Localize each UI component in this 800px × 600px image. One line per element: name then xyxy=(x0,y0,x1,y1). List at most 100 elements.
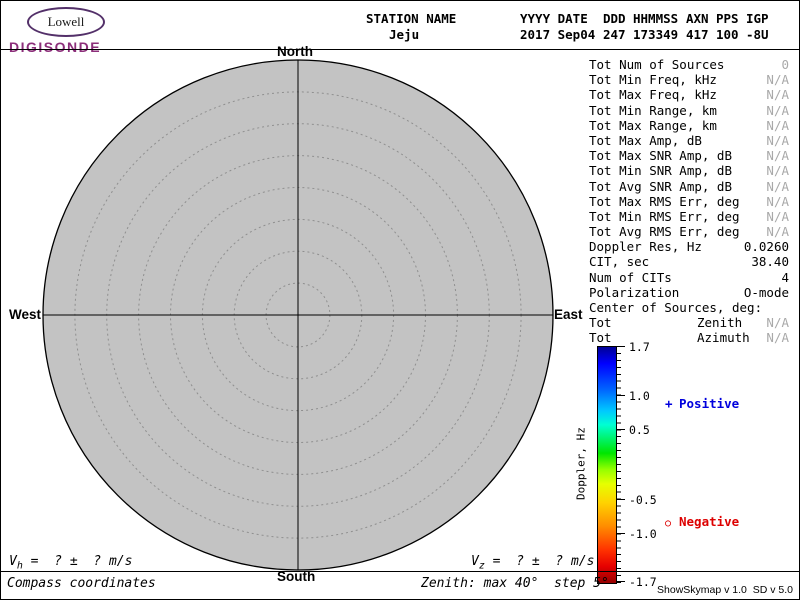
vz-value: = ? ± ? m/s xyxy=(484,554,595,569)
stats-panel: Tot Num of Sources 0 Tot Min Freq, kHz N/A… xyxy=(589,57,789,346)
stat-label: Tot Min RMS Err, deg xyxy=(589,208,740,224)
colorbar-tick-label: 0.5 xyxy=(629,423,650,437)
header-col-axn: AXN xyxy=(686,11,709,26)
stat-value: 0 xyxy=(781,57,789,72)
stat-label: Tot Avg RMS Err, deg xyxy=(589,224,740,240)
vh-symbol: V xyxy=(9,554,17,569)
header-col-station: STATION NAME xyxy=(366,11,457,26)
stat-max-range: Tot Max Range, km N/A xyxy=(589,118,789,133)
stat-label: Num of CITs xyxy=(589,269,672,285)
stat-label: Polarization xyxy=(589,284,680,300)
header-value-igp: -8U xyxy=(746,27,769,42)
stat-value: N/A xyxy=(766,102,789,118)
colorbar-tick-label: 1.0 xyxy=(629,389,650,403)
header-value-station: Jeju xyxy=(389,27,420,42)
vh-readout: Vh = ? ± ? m/s xyxy=(9,554,132,572)
stat-value: N/A xyxy=(766,87,789,103)
header-col-date: YYYY DATE xyxy=(520,11,588,26)
compass-west-label: West xyxy=(9,307,42,322)
vh-subscript: h xyxy=(16,560,23,572)
stat-value: N/A xyxy=(766,208,789,224)
header-col-ddd: DDD xyxy=(603,11,626,26)
stat-value: O-mode xyxy=(743,284,789,300)
skymap-plot xyxy=(41,58,555,572)
colorbar-tick xyxy=(617,429,625,430)
stat-num-cits: Num of CITs 4 xyxy=(589,270,789,285)
stat-value: N/A xyxy=(766,178,789,194)
colorbar-gradient xyxy=(597,346,617,584)
stat-total-sources: Tot Num of Sources 0 xyxy=(589,57,789,72)
legend-positive: + Positive xyxy=(665,396,739,411)
colorbar-minor-ticks xyxy=(617,346,621,583)
header-value-pps: 100 xyxy=(716,27,739,42)
stat-label: Doppler Res, Hz xyxy=(589,239,702,255)
compass-east-label: East xyxy=(554,307,583,322)
stat-avg-rms: Tot Avg RMS Err, deg N/A xyxy=(589,224,789,239)
stat-center-zenith: Tot Zenith N/A xyxy=(589,315,789,330)
legend-negative: ○ Negative xyxy=(665,514,739,529)
stat-max-rms: Tot Max RMS Err, deg N/A xyxy=(589,194,789,209)
stat-center-azimuth: Tot Azimuth N/A xyxy=(589,330,789,345)
stat-value: 38.40 xyxy=(751,254,789,270)
stat-value: N/A xyxy=(766,315,789,331)
stat-polarization: Polarization O-mode xyxy=(589,285,789,300)
colorbar-tick xyxy=(617,533,625,534)
stat-value: 0.0260 xyxy=(743,239,789,255)
stat-min-rms: Tot Min RMS Err, deg N/A xyxy=(589,209,789,224)
stat-label: CIT, sec xyxy=(589,254,650,270)
vz-symbol: V xyxy=(471,554,479,569)
stat-value: N/A xyxy=(766,117,789,133)
logo-digisonde-text: DIGISONDE xyxy=(9,39,102,55)
compass-north-label: North xyxy=(277,44,313,59)
vz-readout: Vz = ? ± ? m/s xyxy=(471,554,594,572)
stat-min-range: Tot Min Range, km N/A xyxy=(589,103,789,118)
stat-value: N/A xyxy=(766,148,789,164)
stat-avg-snr: Tot Avg SNR Amp, dB N/A xyxy=(589,179,789,194)
stat-cit: CIT, sec 38.40 xyxy=(589,254,789,269)
colorbar-tick xyxy=(617,346,625,347)
stat-max-freq: Tot Max Freq, kHz N/A xyxy=(589,87,789,102)
stat-value: N/A xyxy=(766,193,789,209)
stat-label: Tot xyxy=(589,330,612,346)
compass-south-label: South xyxy=(277,569,316,584)
colorbar-axis-title: Doppler, Hz xyxy=(574,427,588,501)
stat-value: N/A xyxy=(766,132,789,148)
stat-label: Tot Avg SNR Amp, dB xyxy=(589,178,732,194)
skymap-svg xyxy=(42,59,554,571)
stat-label: Tot Max SNR Amp, dB xyxy=(589,148,732,164)
stat-value: 4 xyxy=(781,269,789,285)
stat-value: N/A xyxy=(766,72,789,88)
stat-label: Tot Min Freq, kHz xyxy=(589,72,717,88)
stat-label: Center of Sources, deg: xyxy=(589,300,763,315)
stat-label: Tot Max RMS Err, deg xyxy=(589,193,740,209)
colorbar-tick-label: -1.7 xyxy=(629,575,657,589)
header-col-pps: PPS xyxy=(716,11,739,26)
app-version-label: ShowSkymap v 1.0 SD v 5.0 xyxy=(657,584,793,596)
stat-label: Tot Min SNR Amp, dB xyxy=(589,163,732,179)
colorbar-tick-label: 1.7 xyxy=(629,340,650,354)
zenith-scale-label: Zenith: max 40° step 5° xyxy=(421,576,609,591)
lowell-logo-oval: Lowell xyxy=(27,7,105,37)
stat-center-header: Center of Sources, deg: xyxy=(589,300,789,315)
stat-sublabel: Zenith xyxy=(697,315,743,331)
stat-max-amp: Tot Max Amp, dB N/A xyxy=(589,133,789,148)
stat-label: Tot Max Amp, dB xyxy=(589,132,702,148)
lowell-logo: Lowell DIGISONDE xyxy=(9,7,129,55)
header-value-ddd: 247 xyxy=(603,27,626,42)
stat-label: Tot Min Range, km xyxy=(589,102,717,118)
footer-divider xyxy=(1,571,799,572)
stat-label: Tot Max Range, km xyxy=(589,117,717,133)
colorbar-tick xyxy=(617,581,625,582)
legend-negative-label: Negative xyxy=(679,514,740,529)
header-col-time: HHMMSS xyxy=(633,11,679,26)
stat-label: Tot Num of Sources xyxy=(589,57,725,72)
stat-value: N/A xyxy=(766,224,789,240)
stat-label: Tot Max Freq, kHz xyxy=(589,87,717,103)
plus-marker-icon: + xyxy=(665,396,673,411)
vh-value: = ? ± ? m/s xyxy=(22,554,133,569)
colorbar-tick xyxy=(617,395,625,396)
stat-doppler-res: Doppler Res, Hz 0.0260 xyxy=(589,239,789,254)
colorbar-tick xyxy=(617,499,625,500)
colorbar-tick-label: -1.0 xyxy=(629,527,657,541)
